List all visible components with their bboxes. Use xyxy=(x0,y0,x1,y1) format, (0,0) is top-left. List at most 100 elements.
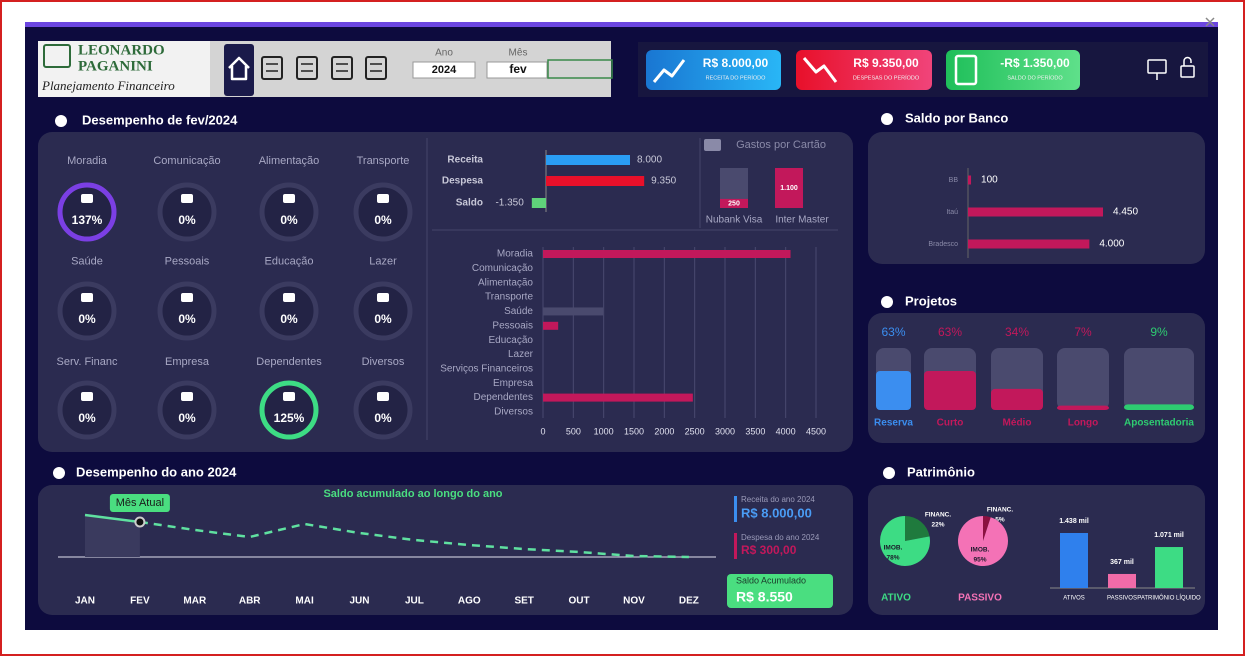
gauge-icon xyxy=(283,392,295,401)
home-icon xyxy=(230,66,248,81)
patrimonio-bar-value: 367 mil xyxy=(1110,559,1134,566)
x-tick-label: 1000 xyxy=(594,426,614,436)
card-icon xyxy=(704,139,721,151)
section-icon xyxy=(881,296,893,308)
gauge-label: Transporte xyxy=(357,155,410,167)
bank-label: Itaú xyxy=(946,209,958,216)
nav-tab-active[interactable] xyxy=(224,44,254,96)
project-percent: 7% xyxy=(1074,325,1092,339)
x-tick-label: 4500 xyxy=(806,426,826,436)
nav-money[interactable] xyxy=(331,56,353,80)
pie-slice xyxy=(905,516,930,541)
gauge-track xyxy=(57,281,117,341)
gauge-icon xyxy=(377,194,389,203)
month-label: JAN xyxy=(75,596,95,607)
project-percent: 63% xyxy=(938,325,962,339)
gauge-value: 0% xyxy=(374,213,392,227)
patrimonio-bar-label: PATRIMÔNIO LÍQUIDO xyxy=(1137,595,1201,602)
close-icon xyxy=(1205,17,1215,27)
year-chart-title: Saldo acumulado ao longo do ano xyxy=(323,488,502,500)
bank-bar xyxy=(968,239,1090,249)
gauge-value: 137% xyxy=(72,213,103,227)
month-label: NOV xyxy=(623,596,645,607)
nav-table[interactable] xyxy=(261,56,283,80)
expense-label: Educação xyxy=(489,335,534,346)
despesa-marker xyxy=(734,533,737,559)
cards-title: Gastos por Cartão xyxy=(736,139,826,151)
gauge-track xyxy=(353,281,413,341)
x-tick-label: 4000 xyxy=(776,426,796,436)
summary-label: Receita xyxy=(447,155,483,166)
section-title: Saldo por Banco xyxy=(905,110,1008,125)
project-label: Aposentadoria xyxy=(1124,418,1194,429)
bank-label: Bradesco xyxy=(928,241,958,248)
expense-bar xyxy=(543,393,693,402)
expense-label: Transporte xyxy=(485,292,533,303)
nav-projects[interactable] xyxy=(365,56,387,80)
month-selector xyxy=(547,59,613,79)
expense-bar xyxy=(543,307,604,316)
current-marker xyxy=(134,516,146,528)
year-box[interactable] xyxy=(412,61,476,79)
gauge-icon xyxy=(181,392,193,401)
project-percent: 9% xyxy=(1150,325,1168,339)
summary-value: 8.000 xyxy=(637,155,662,166)
lock-icon[interactable] xyxy=(1180,65,1195,78)
gauge-value: 0% xyxy=(280,312,298,326)
project-percent: 34% xyxy=(1005,325,1029,339)
gauge-track xyxy=(259,182,319,242)
pie-title: PASSIVO xyxy=(958,593,1002,604)
receita-value: R$ 8.000,00 xyxy=(741,505,812,520)
month-label: ABR xyxy=(239,596,261,607)
x-tick-label: 2000 xyxy=(654,426,674,436)
card-value: 1.100 xyxy=(780,185,798,192)
section-title: Desempenho de fev/2024 xyxy=(82,112,238,127)
gauge-icon xyxy=(81,392,93,401)
gauge-icon xyxy=(283,194,295,203)
patrimonio-bar xyxy=(1155,547,1183,588)
month-label: OUT xyxy=(569,596,590,607)
expense-label: Diversos xyxy=(494,407,533,418)
project-percent: 63% xyxy=(881,325,905,339)
month-label: FEV xyxy=(130,596,150,607)
project-bar xyxy=(1124,404,1194,410)
expense-label: Lazer xyxy=(508,349,534,360)
gauge-icon xyxy=(181,194,193,203)
project-bar xyxy=(876,370,911,410)
kpi-label: RECEITA DO PERÍODO xyxy=(706,74,767,81)
callout-text: Mês Atual xyxy=(116,497,164,509)
despesa-value: R$ 300,00 xyxy=(741,543,797,557)
area xyxy=(85,515,140,557)
top-stripe xyxy=(25,22,1218,27)
gauge-icon xyxy=(283,293,295,302)
kpi-card xyxy=(946,50,1080,90)
gauge-icon xyxy=(81,293,93,302)
gauge-label: Educação xyxy=(265,255,314,267)
gauge-label: Alimentação xyxy=(259,155,320,167)
card-label: Nubank Visa xyxy=(706,215,763,226)
kpi-card xyxy=(796,50,932,90)
pie-value: 22% xyxy=(931,522,944,529)
expense-label: Moradia xyxy=(497,249,534,260)
gauge-track xyxy=(353,182,413,242)
gauge-label: Empresa xyxy=(165,356,210,368)
project-label: Reserva xyxy=(874,418,913,429)
gauge-value: 0% xyxy=(280,213,298,227)
bank-value: 100 xyxy=(981,175,998,186)
gauge-icon xyxy=(81,194,93,203)
nav-notes[interactable] xyxy=(296,56,318,80)
logo-subtitle: Planejamento Financeiro xyxy=(41,78,175,93)
gauge-label: Saúde xyxy=(71,255,103,267)
gauge-value: 0% xyxy=(178,411,196,425)
month-box[interactable] xyxy=(486,61,548,79)
lock-icon-shackle xyxy=(1183,56,1192,66)
month-label: JUN xyxy=(349,596,369,607)
month-label: MAR xyxy=(183,596,207,607)
kpi-icon xyxy=(652,59,686,83)
month-label: AGO xyxy=(458,596,481,607)
pie-title: ATIVO xyxy=(881,593,911,604)
gauge-value: 125% xyxy=(274,411,305,425)
gauge-track xyxy=(157,281,217,341)
section-title: Patrimônio xyxy=(907,464,975,479)
